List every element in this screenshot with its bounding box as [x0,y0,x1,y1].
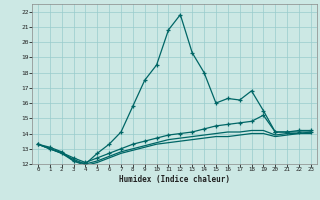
X-axis label: Humidex (Indice chaleur): Humidex (Indice chaleur) [119,175,230,184]
